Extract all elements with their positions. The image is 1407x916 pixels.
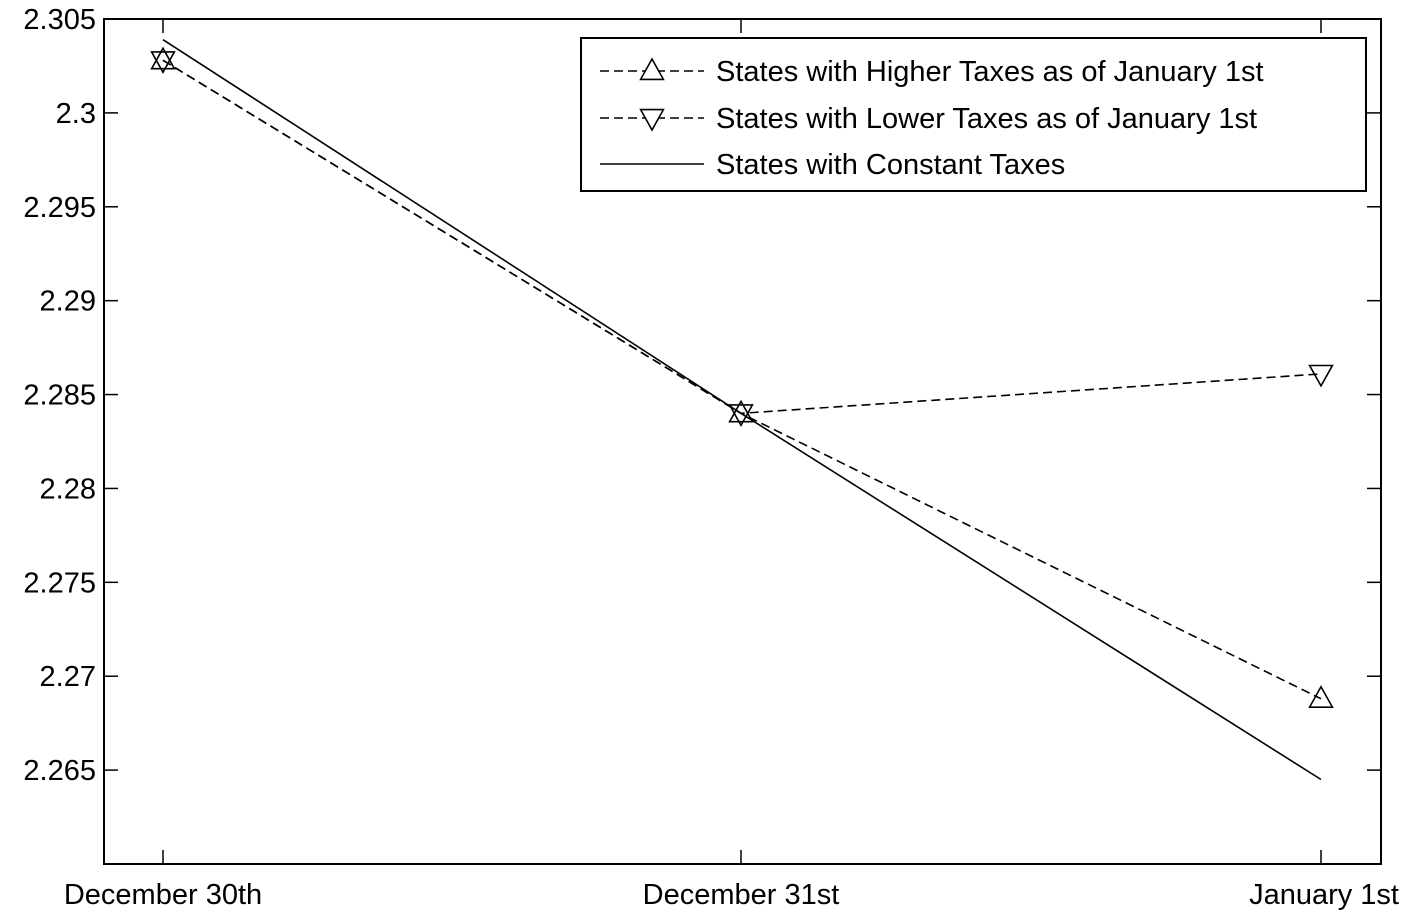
x-tick-label: December 31st [643,879,840,911]
y-tick-label: 2.28 [40,473,96,505]
y-tick-label: 2.29 [40,286,96,318]
y-tick-label: 2.295 [23,192,96,224]
y-tick-label: 2.27 [40,661,96,693]
data-point-marker [1310,687,1333,707]
legend: States with Higher Taxes as of January 1… [581,38,1366,191]
data-point-marker [1310,366,1333,386]
x-tick-label: December 30th [64,879,262,911]
y-tick-label: 2.265 [23,755,96,787]
y-tick-label: 2.275 [23,567,96,599]
y-tick-label: 2.305 [23,4,96,36]
legend-entry-label: States with Higher Taxes as of January 1… [716,56,1264,88]
y-tick-label: 2.3 [56,98,96,130]
x-tick-label: January 1st [1249,879,1399,911]
legend-entry-label: States with Lower Taxes as of January 1s… [716,103,1257,135]
y-tick-label: 2.285 [23,380,96,412]
legend-entry-label: States with Constant Taxes [716,149,1065,181]
